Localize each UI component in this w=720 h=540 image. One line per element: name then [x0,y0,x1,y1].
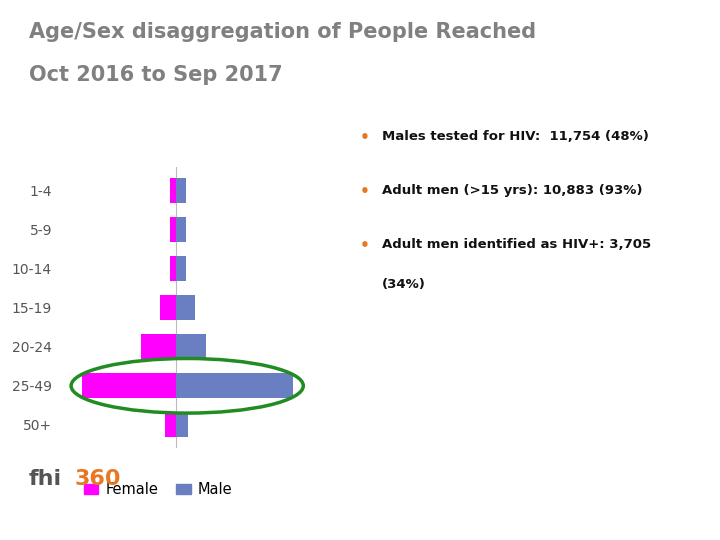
Text: Age/Sex disaggregation of People Reached: Age/Sex disaggregation of People Reached [29,22,536,42]
Bar [176,334,206,360]
Text: (34%): (34%) [382,278,426,291]
Text: Adult men identified as HIV+: 3,705: Adult men identified as HIV+: 3,705 [382,238,651,251]
Text: •: • [360,238,370,253]
Text: Oct 2016 to Sep 2017: Oct 2016 to Sep 2017 [29,65,282,85]
Text: •: • [360,130,370,145]
Bar [176,178,186,204]
Legend: Female, Male: Female, Male [78,476,238,503]
Bar [170,256,176,281]
Bar [176,412,188,437]
Bar [176,256,186,281]
Text: Adult men (>15 yrs): 10,883 (93%): Adult men (>15 yrs): 10,883 (93%) [382,184,642,197]
Bar [176,295,195,320]
Text: 12: 12 [688,527,702,537]
Bar [160,295,176,320]
Bar [82,373,176,399]
Bar [170,178,176,204]
Bar [164,412,176,437]
Bar [170,217,176,242]
Text: 360: 360 [74,469,121,489]
Bar [141,334,176,360]
Text: Males tested for HIV:  11,754 (48%): Males tested for HIV: 11,754 (48%) [382,130,649,143]
Text: fhi: fhi [29,469,62,489]
Bar [176,217,186,242]
Bar [176,373,292,399]
Text: •: • [360,184,370,199]
